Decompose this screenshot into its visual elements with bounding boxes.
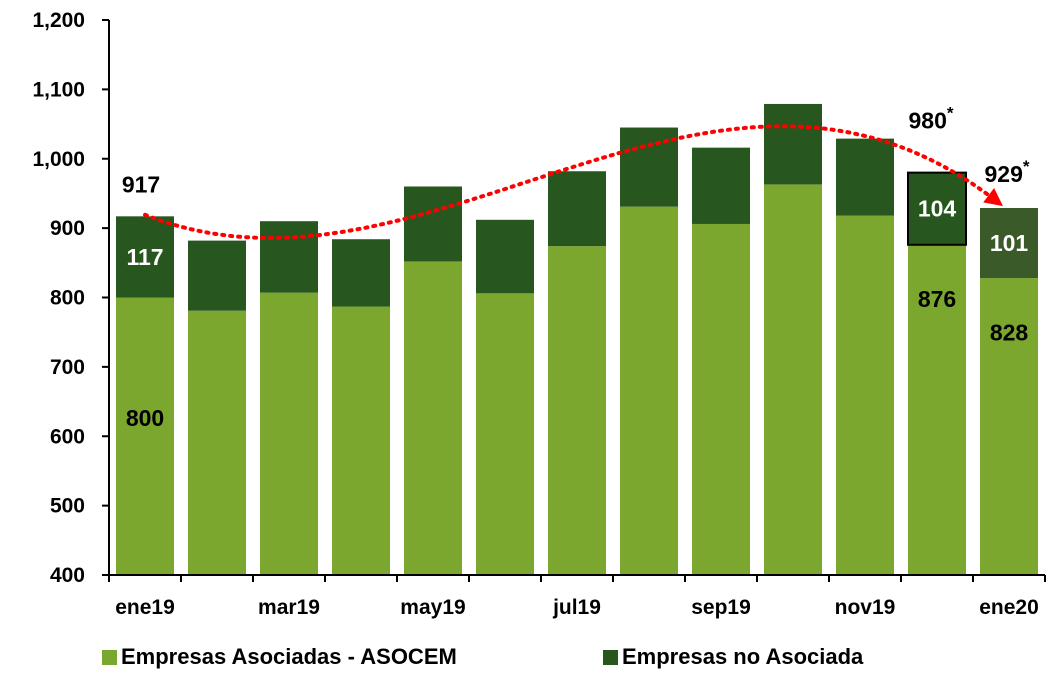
bar-no-asociada-abr19 xyxy=(332,239,390,307)
bar-no-asociada-ene19 xyxy=(116,216,174,298)
legend-swatch-no-asociada xyxy=(603,649,618,665)
bar-asociadas-abr19 xyxy=(332,306,390,575)
bar-no-asociada-feb19 xyxy=(188,240,246,311)
x-tick-label: nov19 xyxy=(835,596,896,619)
bar-asociadas-jun19 xyxy=(476,293,534,575)
x-tick-label: ene20 xyxy=(979,596,1039,619)
y-tick-label: 400 xyxy=(50,564,85,587)
trendline xyxy=(143,124,1001,240)
y-tick-label: 800 xyxy=(50,287,85,310)
x-tick-label: mar19 xyxy=(258,596,320,619)
data-label-total-dic19: 980* xyxy=(909,104,954,134)
legend-item-no-asociada: Empresas no Asociada xyxy=(603,640,863,674)
x-tick-label: may19 xyxy=(400,596,465,619)
data-label-asociadas-ene19: 800 xyxy=(126,405,164,431)
data-label-no-asociada-ene20: 101 xyxy=(990,230,1029,256)
bar-no-asociada-nov19 xyxy=(836,138,894,216)
data-label-asociadas-dic19: 876 xyxy=(918,286,956,312)
trendline-layer xyxy=(143,124,1003,240)
bar-asociadas-dic19 xyxy=(908,244,966,575)
bar-asociadas-sep19 xyxy=(692,223,750,575)
y-tick-label: 1,100 xyxy=(32,78,85,101)
trendline-arrowhead xyxy=(983,188,1003,207)
y-tick-label: 900 xyxy=(50,217,85,240)
legend-label-asociadas: Empresas Asociadas - ASOCEM xyxy=(121,644,457,669)
legend-label-no-asociada: Empresas no Asociada xyxy=(622,644,864,669)
data-label-total-ene20: 929* xyxy=(985,157,1030,187)
bar-no-asociada-mar19 xyxy=(260,221,318,293)
bar-no-asociada-dic19 xyxy=(907,171,967,246)
y-tick-label: 700 xyxy=(50,356,85,379)
bar-asociadas-ene20 xyxy=(980,278,1038,575)
y-tick-label: 500 xyxy=(50,495,85,518)
asterisk-mark: * xyxy=(1023,157,1030,176)
bar-asociadas-feb19 xyxy=(188,310,246,575)
x-tick-label: ene19 xyxy=(115,596,175,619)
bar-asociadas-may19 xyxy=(404,261,462,575)
bar-no-asociada-may19 xyxy=(404,186,462,262)
data-label-asociadas-ene20: 828 xyxy=(990,320,1029,346)
legend: Empresas Asociadas - ASOCEM Empresas no … xyxy=(0,640,1046,674)
bar-no-asociada-oct19 xyxy=(764,103,822,185)
data-label-total-ene19: 917 xyxy=(122,171,160,197)
bar-no-asociada-jul19 xyxy=(548,171,606,247)
y-tick-label: 1,000 xyxy=(32,148,85,171)
bar-asociadas-oct19 xyxy=(764,184,822,575)
bar-no-asociada-jun19 xyxy=(476,219,534,294)
y-tick-label: 600 xyxy=(50,425,85,448)
bar-asociadas-jul19 xyxy=(548,246,606,575)
bar-no-asociada-ago19 xyxy=(620,127,678,207)
data-label-no-asociada-dic19: 104 xyxy=(918,196,957,222)
y-tick-label: 1,200 xyxy=(32,9,85,32)
legend-swatch-asociadas xyxy=(102,649,117,665)
axes-layer: 400 500 600 700 800 900 1,000 1,100 1,200 ene19 ma… xyxy=(32,9,1046,619)
x-tick-label: jul19 xyxy=(552,596,601,619)
asterisk-mark: * xyxy=(947,104,954,123)
bar-asociadas-ago19 xyxy=(620,206,678,575)
legend-item-asociadas: Empresas Asociadas - ASOCEM xyxy=(102,640,457,674)
bars-layer xyxy=(116,103,1038,575)
bar-asociadas-nov19 xyxy=(836,215,894,575)
data-label-no-asociada-ene19: 117 xyxy=(126,244,163,270)
x-tick-label: sep19 xyxy=(691,596,751,619)
data-labels-layer: 800 117 917 876 104 980* 828 101 929* xyxy=(122,104,1030,431)
bar-no-asociada-sep19 xyxy=(692,147,750,224)
bar-asociadas-mar19 xyxy=(260,292,318,575)
bar-asociadas-ene19 xyxy=(116,297,174,575)
bar-no-asociada-ene20 xyxy=(980,208,1038,279)
